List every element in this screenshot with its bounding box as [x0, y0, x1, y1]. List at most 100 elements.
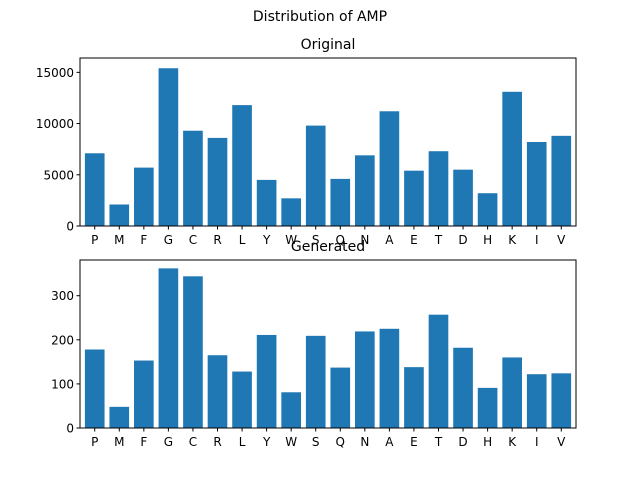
- original-x-tick-label-R: R: [213, 233, 221, 247]
- generated-bar-T: [428, 314, 449, 428]
- original-bar-P: [84, 153, 105, 226]
- original-axes-frame: [79, 57, 577, 227]
- generated-x-tick-label-Q: Q: [336, 435, 345, 449]
- generated-bar-R: [207, 355, 228, 428]
- original-x-tick-label-Q: Q: [336, 233, 345, 247]
- generated-y-axis: 0 100 200 300: [51, 289, 80, 436]
- original-x-tick-label-T: T: [434, 233, 443, 247]
- generated-bar-A: [379, 328, 400, 428]
- original-x-tick-label-C: C: [189, 233, 197, 247]
- generated-x-tick-label-W: W: [285, 435, 297, 449]
- generated-x-tick-label-G: G: [164, 435, 173, 449]
- generated-axes-title: Generated: [291, 239, 365, 255]
- generated-bar-E: [404, 367, 424, 428]
- original-y-tick-label: 5000: [43, 168, 74, 182]
- original-y-tick-label: 10000: [36, 117, 74, 131]
- generated-bar-W: [281, 392, 301, 428]
- original-bar-M: [109, 204, 130, 226]
- original-x-tick-label-Y: Y: [262, 233, 271, 247]
- original-bar-F: [134, 167, 154, 226]
- generated-bar-Q: [330, 367, 351, 428]
- original-x-tick-label-V: V: [557, 233, 566, 247]
- generated-x-tick-label-P: P: [91, 435, 98, 449]
- generated-x-tick-label-C: C: [189, 435, 197, 449]
- original-x-tick-label-M: M: [114, 233, 124, 247]
- generated-y-tick-label: 100: [51, 377, 74, 391]
- original-x-tick-label-E: E: [410, 233, 418, 247]
- generated-y-tick-label: 300: [51, 289, 74, 303]
- original-x-tick-label-H: H: [483, 233, 492, 247]
- original-bar-C: [183, 130, 203, 226]
- generated-bar-Y: [256, 334, 277, 428]
- generated-x-tick-label-L: L: [239, 435, 246, 449]
- original-x-tick-label-I: I: [535, 233, 539, 247]
- generated-bar-K: [502, 357, 522, 428]
- original-bar-S: [305, 125, 326, 226]
- original-x-tick-label-A: A: [385, 233, 394, 247]
- generated-x-tick-label-S: S: [312, 435, 320, 449]
- generated-x-tick-label-H: H: [483, 435, 492, 449]
- generated-bar-V: [551, 373, 572, 428]
- generated-bar-H: [477, 387, 498, 428]
- generated-x-tick-label-Y: Y: [262, 435, 271, 449]
- original-bar-I: [526, 142, 547, 226]
- generated-x-tick-label-N: N: [360, 435, 369, 449]
- original-x-tick-label-W: W: [285, 233, 297, 247]
- generated-bar-F: [134, 360, 154, 428]
- generated-x-tick-label-D: D: [458, 435, 467, 449]
- original-bar-K: [502, 91, 522, 226]
- original-bar-D: [453, 169, 473, 226]
- original-bar-V: [551, 135, 572, 226]
- original-x-tick-label-L: L: [239, 233, 246, 247]
- original-bar-R: [207, 137, 228, 226]
- original-bar-A: [379, 111, 400, 226]
- generated-bar-S: [305, 335, 326, 428]
- generated-x-tick-label-K: K: [508, 435, 517, 449]
- original-y-tick-label: 15000: [36, 66, 74, 80]
- generated-x-tick-label-T: T: [434, 435, 443, 449]
- generated-y-tick-label: 0: [66, 422, 74, 436]
- original-x-tick-label-S: S: [312, 233, 320, 247]
- generated-y-tick-label: 200: [51, 333, 74, 347]
- generated-x-tick-label-V: V: [557, 435, 566, 449]
- generated-x-tick-label-A: A: [385, 435, 394, 449]
- original-x-tick-label-P: P: [91, 233, 98, 247]
- original-x-tick-label-K: K: [508, 233, 517, 247]
- original-bar-E: [404, 170, 424, 226]
- original-bar-Y: [256, 179, 277, 226]
- generated-bar-M: [109, 406, 130, 428]
- generated-bar-C: [183, 276, 203, 428]
- original-bar-G: [158, 68, 179, 227]
- original-x-tick-label-D: D: [458, 233, 467, 247]
- generated-axes-frame: [79, 259, 577, 429]
- generated-bar-L: [232, 371, 252, 428]
- generated-bar-P: [84, 349, 105, 428]
- original-bars: [84, 68, 572, 227]
- original-bar-L: [232, 105, 252, 226]
- original-x-tick-label-F: F: [140, 233, 147, 247]
- generated-x-tick-label-R: R: [213, 435, 221, 449]
- original-bar-T: [428, 151, 449, 226]
- original-bar-W: [281, 198, 301, 226]
- generated-x-tick-label-M: M: [114, 435, 124, 449]
- original-axes-title: Original: [301, 37, 356, 53]
- original-bar-H: [477, 193, 498, 226]
- generated-bar-G: [158, 268, 179, 428]
- generated-bars: [84, 268, 572, 428]
- generated-x-tick-label-I: I: [535, 435, 539, 449]
- generated-bar-D: [453, 347, 473, 428]
- generated-x-tick-label-E: E: [410, 435, 418, 449]
- original-bar-Q: [330, 178, 351, 226]
- original-x-tick-label-N: N: [360, 233, 369, 247]
- original-y-tick-label: 0: [66, 220, 74, 234]
- generated-bar-I: [526, 374, 547, 428]
- original-y-axis: 0 5000 10000 15000: [36, 66, 80, 234]
- generated-x-tick-label-F: F: [140, 435, 147, 449]
- original-x-tick-label-G: G: [164, 233, 173, 247]
- original-bar-N: [355, 155, 375, 226]
